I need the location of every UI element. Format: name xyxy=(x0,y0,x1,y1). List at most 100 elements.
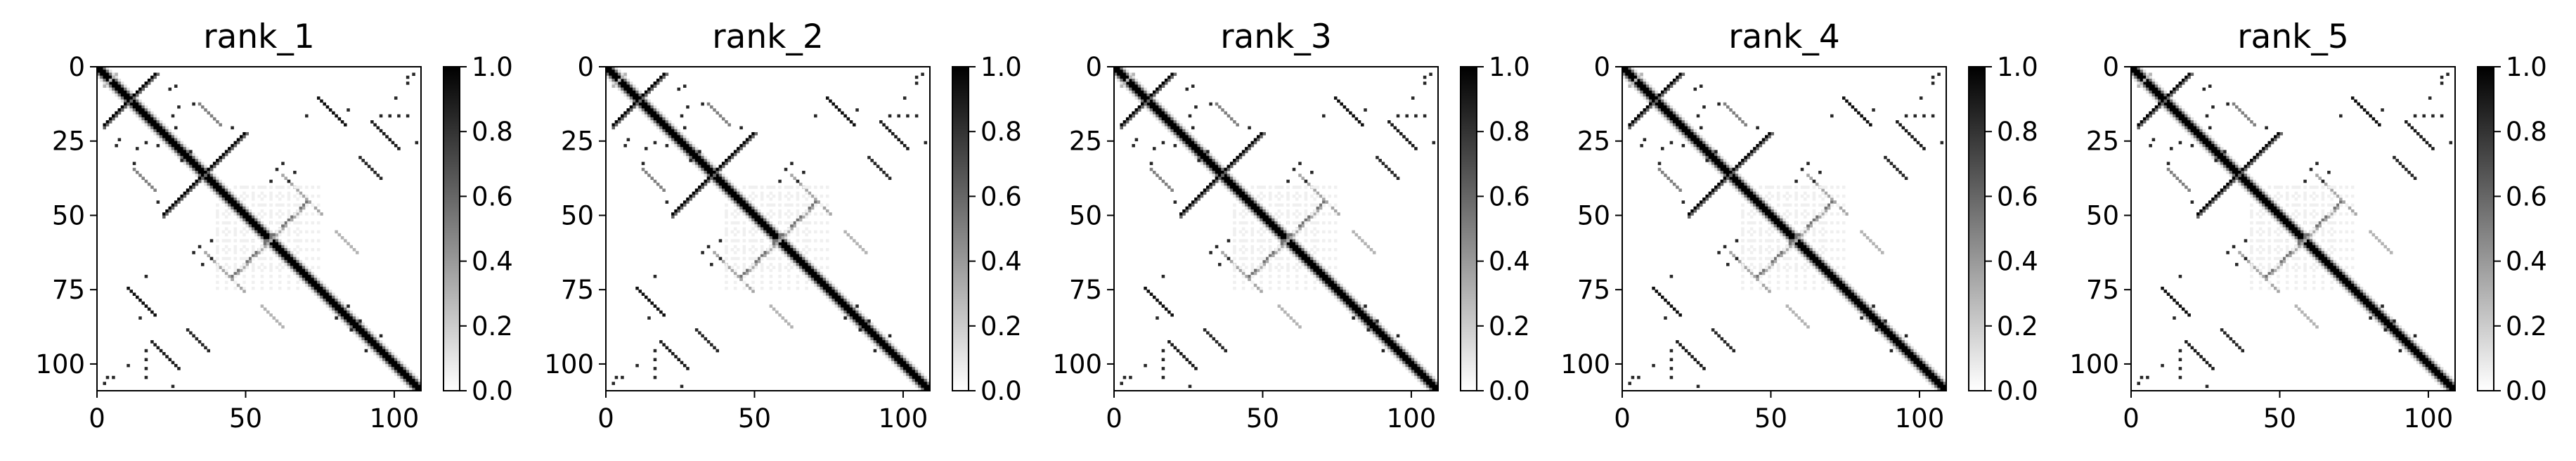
heatmap-cell xyxy=(1676,129,1679,133)
heatmap-cell xyxy=(1241,203,1245,207)
heatmap-cell xyxy=(221,188,226,192)
heatmap-cell xyxy=(638,290,642,293)
heatmap-cell xyxy=(802,257,805,261)
heatmap-cell xyxy=(105,123,110,126)
heatmap-cell xyxy=(316,96,321,100)
heatmap-cell xyxy=(186,191,190,195)
heatmap-cell xyxy=(1132,84,1135,88)
heatmap-cell xyxy=(677,138,681,142)
heatmap-cell xyxy=(216,159,219,162)
heatmap-cell xyxy=(814,114,817,118)
heatmap-cell xyxy=(1188,138,1192,142)
heatmap-cell xyxy=(1206,152,1210,157)
heatmap-cell xyxy=(829,286,832,290)
heatmap-cell xyxy=(1325,271,1328,275)
heatmap-cell xyxy=(183,159,187,162)
heatmap-cell xyxy=(674,143,678,148)
heatmap-cell xyxy=(165,209,169,213)
heatmap-cell xyxy=(1277,230,1281,234)
heatmap-cell xyxy=(1660,96,1664,100)
heatmap-cell xyxy=(751,290,755,293)
heatmap-cell xyxy=(1144,363,1147,368)
heatmap-cell xyxy=(1349,301,1352,305)
heatmap-cell xyxy=(641,111,645,115)
heatmap-cell xyxy=(153,343,157,346)
heatmap-cell xyxy=(921,72,924,76)
heatmap-cell xyxy=(1328,239,1332,242)
y-tick-label: 100 xyxy=(544,349,594,379)
heatmap-cell xyxy=(251,221,255,225)
heatmap-cell xyxy=(820,239,824,242)
heatmap-cell xyxy=(251,266,255,269)
heatmap-cell xyxy=(1206,188,1210,192)
heatmap-cell xyxy=(820,203,824,207)
heatmap-cell xyxy=(278,280,282,285)
heatmap-cell xyxy=(1229,164,1234,169)
heatmap-cell xyxy=(1170,129,1174,133)
heatmap-cell xyxy=(1245,150,1248,153)
heatmap-cell xyxy=(364,331,368,335)
heatmap-cell xyxy=(1268,266,1272,269)
heatmap-cell xyxy=(311,221,315,225)
heatmap-cell xyxy=(829,292,832,296)
heatmap-cell xyxy=(1229,174,1234,177)
heatmap-cell xyxy=(209,171,214,174)
heatmap-cell xyxy=(772,236,776,240)
heatmap-cell xyxy=(1649,96,1652,100)
heatmap-cell xyxy=(1652,105,1655,109)
heatmap-cell xyxy=(1325,275,1328,278)
heatmap-cell xyxy=(1342,290,1347,293)
heatmap-cell xyxy=(793,221,796,225)
heatmap-cell xyxy=(1307,218,1311,222)
heatmap-cell xyxy=(296,259,299,264)
heatmap-cell xyxy=(278,286,282,290)
heatmap-cell xyxy=(1274,266,1278,269)
heatmap-cell xyxy=(733,150,737,153)
heatmap-cell xyxy=(1260,135,1263,138)
heatmap-cell xyxy=(117,87,122,91)
heatmap-cell xyxy=(849,307,853,311)
heatmap-cell xyxy=(216,247,219,252)
heatmap-cell xyxy=(144,367,148,370)
heatmap-cell xyxy=(1708,155,1712,160)
heatmap-cell xyxy=(135,99,139,103)
heatmap-cell xyxy=(716,182,720,186)
heatmap-cell xyxy=(787,280,791,285)
heatmap-cell xyxy=(706,179,711,183)
heatmap-cell xyxy=(1429,379,1432,382)
heatmap-cell xyxy=(1657,99,1662,103)
heatmap-cell xyxy=(1152,102,1156,106)
heatmap-cell xyxy=(725,120,728,124)
heatmap-cell xyxy=(168,143,172,148)
heatmap-cell xyxy=(769,280,773,285)
heatmap-cell xyxy=(1194,200,1198,204)
heatmap-cell xyxy=(1161,117,1165,121)
heatmap-cell xyxy=(737,147,740,150)
heatmap-cell xyxy=(617,82,621,85)
heatmap-cell xyxy=(269,242,273,246)
heatmap-cell xyxy=(760,251,764,254)
heatmap-cell xyxy=(1137,84,1141,88)
heatmap-cell xyxy=(1369,328,1373,332)
heatmap-cell xyxy=(926,379,931,382)
heatmap-cell xyxy=(332,298,335,302)
heatmap-cell xyxy=(668,120,672,124)
heatmap-cell xyxy=(1331,278,1335,281)
heatmap-cell xyxy=(751,251,755,254)
heatmap-cell xyxy=(1390,346,1394,350)
heatmap-cell xyxy=(766,257,770,261)
heatmap-cell xyxy=(1649,90,1652,94)
heatmap-cell xyxy=(810,206,815,210)
heatmap-cell xyxy=(385,363,389,368)
heatmap-cell xyxy=(1645,93,1650,97)
x-tick-label: 100 xyxy=(879,403,928,434)
heatmap-cell xyxy=(784,266,788,269)
heatmap-cell xyxy=(1693,138,1697,142)
heatmap-cell xyxy=(299,191,303,195)
heatmap-cell xyxy=(1229,162,1234,165)
heatmap-cell xyxy=(1194,105,1198,109)
heatmap-cell xyxy=(141,301,145,305)
heatmap-cell xyxy=(275,254,279,257)
heatmap-cell xyxy=(680,141,684,145)
heatmap-cell xyxy=(1167,78,1171,82)
